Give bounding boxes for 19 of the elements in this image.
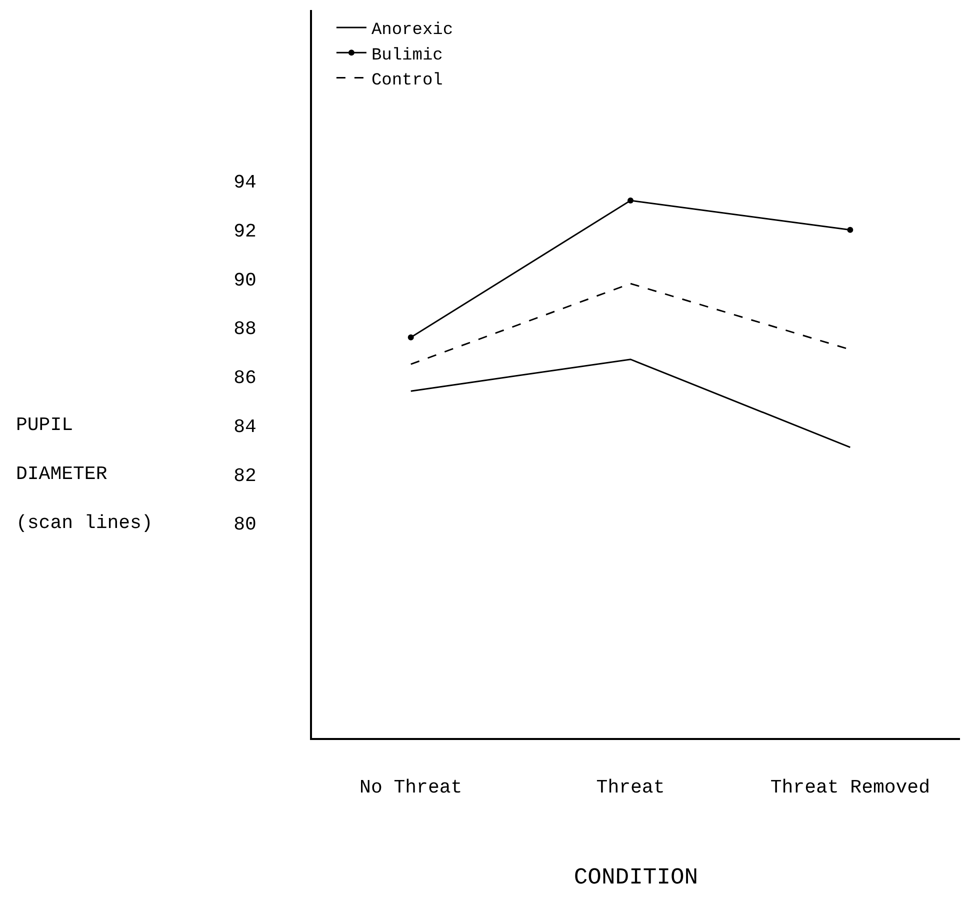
legend-label: Bulimic [371,46,443,66]
y-tick-label: 90 [234,269,256,292]
point [628,198,634,204]
legend-label: Control [371,71,443,90]
y-tick-label: 82 [234,464,256,487]
text: PUPIL DIAMETER (scan lines) [16,414,153,534]
y-tick-label: 80 [234,514,256,536]
x-axis-title: CONDITION [574,864,698,891]
point [847,226,854,233]
y-tick-label: 94 [234,172,256,194]
y-tick-label: 92 [234,220,256,243]
y-tick-label: 84 [234,416,256,438]
y-tick-label: 88 [234,318,256,340]
x-tick-label: Threat [596,776,665,799]
x-tick-label: Threat Removed [770,776,930,799]
point [408,334,414,340]
x-tick-label: No Threat [360,776,462,799]
legend-label: Anorexic [371,21,454,40]
y-tick-label: 86 [234,367,256,390]
